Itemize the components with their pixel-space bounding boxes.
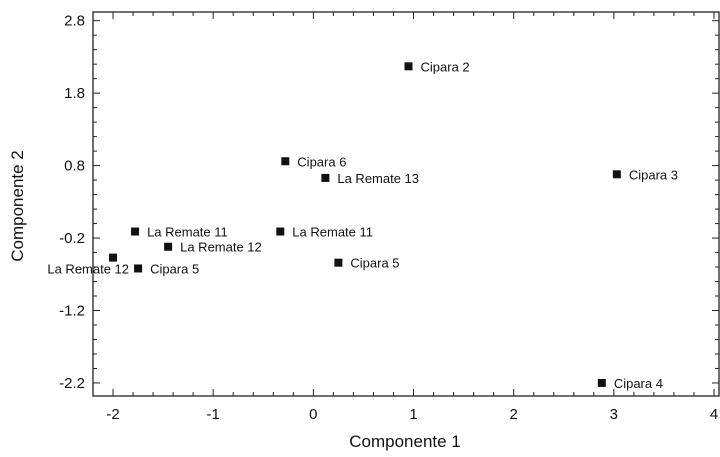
y-tick-label: -0.2 <box>59 230 85 247</box>
data-point-marker <box>404 62 413 71</box>
data-point-label: La Remate 11 <box>292 225 373 240</box>
data-point-marker <box>321 173 330 182</box>
data-point-marker <box>597 378 606 387</box>
x-tick-label: 1 <box>409 406 417 423</box>
x-tick-label: 4 <box>710 406 718 423</box>
x-axis-title: Componente 1 <box>349 432 461 451</box>
data-point-label: La Remate 13 <box>337 171 419 186</box>
data-point-label: Cipara 5 <box>150 261 199 276</box>
data-point-marker <box>281 157 290 166</box>
y-tick-label: -1.2 <box>59 303 85 320</box>
y-tick-label: 2.8 <box>64 13 85 30</box>
data-point-label: Cipara 2 <box>421 59 470 74</box>
data-point-marker <box>612 170 621 179</box>
y-tick-label: -2.2 <box>59 375 85 392</box>
x-tick-label: 0 <box>309 406 317 423</box>
y-tick-label: 1.8 <box>64 85 85 102</box>
x-tick-label: 3 <box>610 406 618 423</box>
axes: -2 -1 0 1 2 3 4 -2.2 -1.2 -0.2 0.8 1.8 2.8 <box>59 11 720 423</box>
data-point-marker <box>134 264 143 273</box>
data-point-marker <box>109 253 118 262</box>
x-tick-label: 2 <box>510 406 518 423</box>
data-point-label: Cipara 5 <box>350 256 399 271</box>
data-point-label: Cipara 6 <box>297 154 346 169</box>
data-point-marker <box>131 227 140 236</box>
data-point-label: Cipara 3 <box>629 167 678 182</box>
x-tick-label: -2 <box>106 406 119 423</box>
x-tick-label: -1 <box>207 406 220 423</box>
data-points: Cipara 2 Cipara 6 La Remate 13 Cipara 3 La R… <box>47 59 678 391</box>
y-axis-title: Componente 2 <box>8 150 27 262</box>
data-point-label: La Remate 12 <box>47 262 129 277</box>
data-point-marker <box>276 227 285 236</box>
data-point-label: La Remate 11 <box>147 225 228 240</box>
data-point-label: La Remate 12 <box>180 240 262 255</box>
plot-frame <box>92 11 720 397</box>
data-point-label: Cipara 4 <box>614 376 663 391</box>
data-point-marker <box>334 258 343 267</box>
y-tick-label: 0.8 <box>64 158 85 175</box>
data-point-marker <box>164 242 173 251</box>
